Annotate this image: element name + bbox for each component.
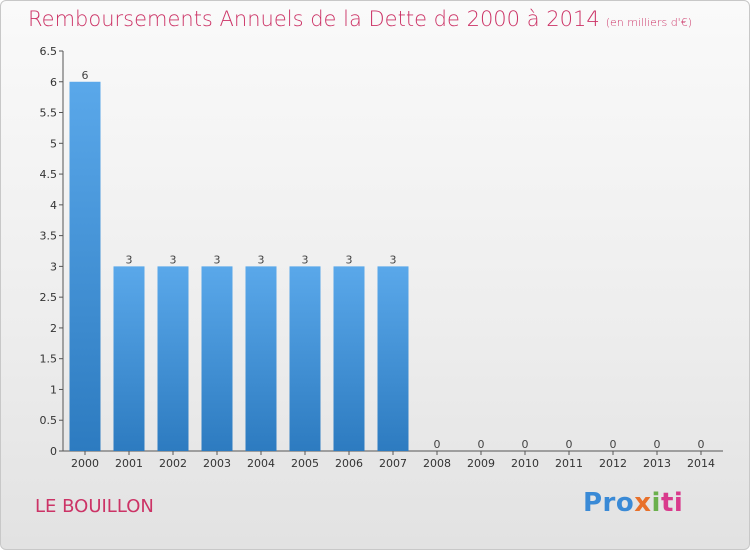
x-tick-label: 2006 <box>335 457 363 470</box>
x-tick-label: 2008 <box>423 457 451 470</box>
bar <box>333 266 365 451</box>
y-tick-label: 0 <box>50 445 57 458</box>
data-label: 3 <box>258 253 265 266</box>
chart-subtitle: (en milliers d'€) <box>605 16 692 29</box>
y-tick-label: 4.5 <box>40 168 58 181</box>
proxiti-logo: Proxiti <box>583 488 684 518</box>
commune-name: LE BOUILLON <box>35 496 154 517</box>
data-label: 0 <box>522 438 529 451</box>
data-label: 0 <box>610 438 617 451</box>
x-tick-label: 2004 <box>247 457 275 470</box>
x-tick-label: 2007 <box>379 457 407 470</box>
y-tick-label: 6.5 <box>40 45 58 58</box>
data-label: 3 <box>346 253 353 266</box>
y-tick-label: 4 <box>50 199 57 212</box>
x-tick-label: 2011 <box>555 457 583 470</box>
x-tick-label: 2009 <box>467 457 495 470</box>
y-tick-label: 2.5 <box>40 291 58 304</box>
y-tick-label: 3 <box>50 260 57 273</box>
y-tick-label: 2 <box>50 322 57 335</box>
y-tick-label: 1.5 <box>40 353 58 366</box>
y-tick-label: 0.5 <box>40 414 58 427</box>
data-label: 3 <box>170 253 177 266</box>
bar <box>245 266 277 451</box>
data-label: 0 <box>478 438 485 451</box>
data-label: 0 <box>698 438 705 451</box>
y-tick-label: 6 <box>50 76 57 89</box>
x-tick-label: 2014 <box>687 457 715 470</box>
data-label: 3 <box>390 253 397 266</box>
data-label: 0 <box>434 438 441 451</box>
x-tick-label: 2012 <box>599 457 627 470</box>
x-tick-label: 2005 <box>291 457 319 470</box>
data-label: 3 <box>214 253 221 266</box>
bar <box>157 266 189 451</box>
bar <box>377 266 409 451</box>
bar <box>113 266 145 451</box>
x-tick-label: 2010 <box>511 457 539 470</box>
x-tick-label: 2003 <box>203 457 231 470</box>
x-tick-label: 2002 <box>159 457 187 470</box>
x-tick-label: 2013 <box>643 457 671 470</box>
data-label: 3 <box>126 253 133 266</box>
y-tick-label: 5.5 <box>40 107 58 120</box>
bar <box>69 81 101 452</box>
y-tick-label: 1 <box>50 383 57 396</box>
x-tick-label: 2000 <box>71 457 99 470</box>
chart-title: Remboursements Annuels de la Dette de 20… <box>28 7 692 31</box>
data-label: 6 <box>82 69 89 82</box>
data-label: 3 <box>302 253 309 266</box>
chart-title-text: Remboursements Annuels de la Dette de 20… <box>28 7 600 31</box>
y-tick-label: 3.5 <box>40 230 58 243</box>
bar <box>201 266 233 451</box>
x-tick-label: 2001 <box>115 457 143 470</box>
data-label: 0 <box>566 438 573 451</box>
data-label: 0 <box>654 438 661 451</box>
y-tick-label: 5 <box>50 137 57 150</box>
bar <box>289 266 321 451</box>
